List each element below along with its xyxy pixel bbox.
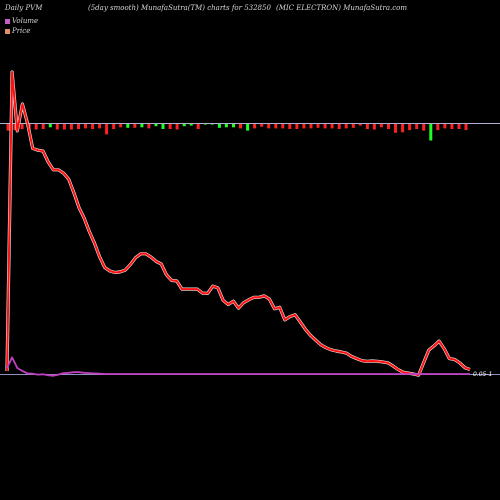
legend-price-swatch [5,28,10,34]
pvm-bar [330,124,334,129]
volume-line [6,356,470,377]
legend-price-label: Price [12,27,31,35]
pvm-bar [337,124,341,129]
pvm-bar [69,124,73,130]
pvm-bar [154,124,158,127]
pvm-bar [112,124,116,129]
pvm-bar [203,124,207,125]
pvm-bar [358,124,362,126]
pvm-bar [372,124,376,130]
pvm-bar [217,124,221,128]
pvm-bar [387,124,390,129]
pvm-bar [13,124,17,131]
pvm-bar [351,124,355,128]
pvm-bar [210,124,214,125]
pvm-bar [253,124,257,129]
legend-volume-swatch [5,18,10,24]
pvm-bar [323,124,327,129]
pvm-bar [91,124,95,129]
pvm-bar [126,124,130,128]
pvm-bar [379,124,383,128]
pvm-bar [457,124,461,129]
pvm-bar [450,124,454,129]
pvm-bar [232,124,235,128]
pvm-bar [401,124,405,133]
pvm-bar [295,124,299,129]
pvm-bar [288,124,292,129]
price-line-glow [5,70,471,377]
pvm-bar [316,124,320,128]
pvm-bar [274,124,278,129]
pvm-bar [436,124,440,131]
pvm-bar [175,124,179,130]
pvm-bar [408,124,412,131]
pvm-bar [182,124,186,127]
pvm-bar [6,124,10,131]
pvm-bar [189,124,193,126]
pvm-bar [281,124,285,129]
pvm-bar [77,124,80,129]
price-line [6,71,471,377]
pvm-bar [267,124,271,129]
company-label: (MIC ELECTRON) MunafaSutra.com [276,4,407,12]
pvm-bar [34,124,38,130]
pvm-bar [246,124,250,131]
pvm-bar [133,124,137,128]
pvm-bar [415,124,419,129]
pvm-bar [62,124,66,130]
pvm-bar [48,124,52,128]
legend-price: Price [5,27,30,35]
pvm-bar [422,124,426,131]
chart-type-label: Daily PVM [5,4,43,12]
pvm-bar [239,124,242,129]
pvm-bar [119,124,123,128]
legend-volume: Volume [5,17,38,25]
pvm-bar [344,124,348,129]
pvm-bar [20,124,24,129]
pvm-bar [224,124,228,128]
pvm-bar [105,124,109,135]
pvm-bar [464,124,468,131]
pvm-bar [161,124,165,129]
pvm-bar [147,124,151,129]
pvm-bar [443,124,447,129]
pvm-bar [55,124,59,130]
legend-volume-label: Volume [12,17,39,25]
pvm-bar [196,124,200,129]
pvm-bar [429,124,433,141]
pvm-bar [98,124,102,129]
pvm-bar [84,124,87,129]
pvm-bar [365,124,369,129]
pvm-bar [260,124,264,127]
pvm-bar [394,124,397,133]
pvm-bar [302,124,306,129]
last-value-label: 0.05-1 [473,371,493,378]
pvm-bar [309,124,313,129]
pvm-bar [140,124,144,128]
pvm-bar [168,124,172,129]
chart-title: (5day smooth) MunafaSutra(TM) charts for… [88,4,271,12]
pvm-bar [41,124,45,129]
